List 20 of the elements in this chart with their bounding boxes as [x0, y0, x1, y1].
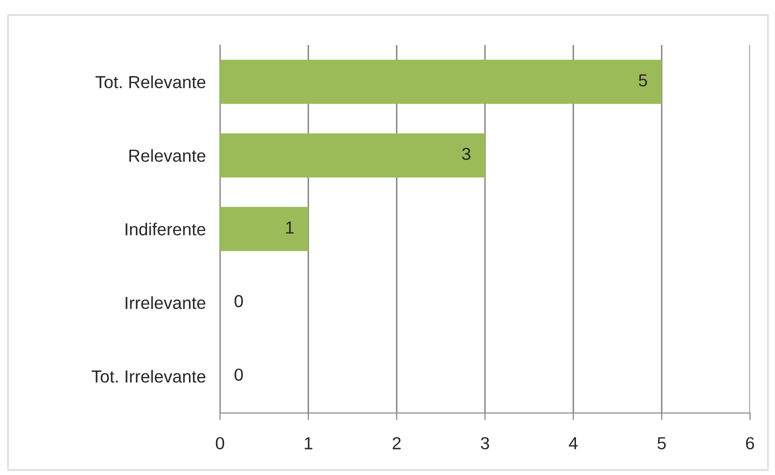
- data-label: 1: [286, 222, 294, 234]
- data-label: 5: [638, 74, 648, 86]
- bar: [220, 60, 662, 104]
- y-tick-label: Relevante: [129, 149, 206, 162]
- y-tick-label: Tot. Relevante: [96, 76, 206, 88]
- y-tick-label: Irrelevante: [126, 296, 206, 310]
- data-label: 0: [234, 368, 243, 381]
- y-tick-label: Tot. Irrelevante: [92, 370, 206, 383]
- x-tick-label: 2: [392, 437, 401, 450]
- data-label: 3: [462, 148, 470, 160]
- x-tick-label: 0: [216, 437, 224, 450]
- x-tick-label: 1: [304, 437, 312, 450]
- bar: [220, 206, 308, 252]
- y-tick-label: Indiferente: [126, 222, 206, 236]
- x-tick-label: 5: [658, 437, 666, 450]
- x-tick-label: 6: [746, 437, 754, 450]
- bar: [220, 133, 485, 178]
- x-tick-label: 4: [568, 437, 578, 450]
- data-label: 0: [234, 294, 243, 308]
- x-tick-label: 3: [480, 437, 490, 450]
